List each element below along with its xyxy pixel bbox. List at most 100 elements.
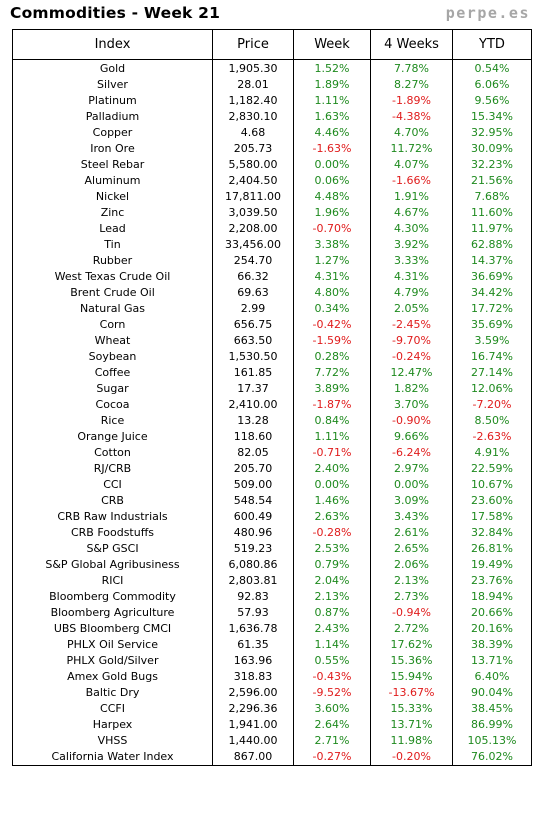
price-cell: 480.96 — [212, 525, 294, 541]
week-change-cell: 1.63% — [293, 109, 371, 125]
week-change-cell: 0.79% — [293, 557, 371, 573]
index-name-cell: Coffee — [12, 365, 213, 381]
4weeks-change-cell: 3.70% — [370, 397, 453, 413]
index-name-cell: Palladium — [12, 109, 213, 125]
table-row: Iron Ore 205.73 -1.63% 11.72% 30.09% — [12, 141, 532, 157]
price-cell: 2,404.50 — [212, 173, 294, 189]
price-cell: 163.96 — [212, 653, 294, 669]
table-row: Brent Crude Oil 69.63 4.80% 4.79% 34.42% — [12, 285, 532, 301]
ytd-change-cell: 15.34% — [452, 109, 532, 125]
index-name-cell: Cocoa — [12, 397, 213, 413]
4weeks-change-cell: 3.92% — [370, 237, 453, 253]
week-change-cell: 0.00% — [293, 477, 371, 493]
table-header: Index Price Week 4 Weeks YTD — [12, 29, 532, 60]
ytd-change-cell: 20.16% — [452, 621, 532, 637]
week-change-cell: 4.31% — [293, 269, 371, 285]
index-name-cell: Lead — [12, 221, 213, 237]
index-name-cell: Cotton — [12, 445, 213, 461]
week-change-cell: 2.40% — [293, 461, 371, 477]
week-change-cell: 0.06% — [293, 173, 371, 189]
price-cell: 1,440.00 — [212, 733, 294, 749]
table-row: California Water Index 867.00 -0.27% -0.20%… — [12, 749, 532, 766]
4weeks-change-cell: 11.98% — [370, 733, 453, 749]
ytd-change-cell: 26.81% — [452, 541, 532, 557]
column-header-ytd: YTD — [452, 29, 532, 60]
4weeks-change-cell: 0.00% — [370, 477, 453, 493]
week-change-cell: -0.27% — [293, 749, 371, 766]
index-name-cell: Platinum — [12, 93, 213, 109]
price-cell: 2,596.00 — [212, 685, 294, 701]
table-row: Steel Rebar 5,580.00 0.00% 4.07% 32.23% — [12, 157, 532, 173]
table-row: UBS Bloomberg CMCI 1,636.78 2.43% 2.72% 20.1… — [12, 621, 532, 637]
index-name-cell: Corn — [12, 317, 213, 333]
4weeks-change-cell: 2.06% — [370, 557, 453, 573]
week-change-cell: 2.13% — [293, 589, 371, 605]
ytd-change-cell: 38.39% — [452, 637, 532, 653]
week-change-cell: 3.89% — [293, 381, 371, 397]
4weeks-change-cell: -2.45% — [370, 317, 453, 333]
4weeks-change-cell: 3.33% — [370, 253, 453, 269]
table-row: Sugar 17.37 3.89% 1.82% 12.06% — [12, 381, 532, 397]
table-row: Corn 656.75 -0.42% -2.45% 35.69% — [12, 317, 532, 333]
price-cell: 3,039.50 — [212, 205, 294, 221]
ytd-change-cell: 32.95% — [452, 125, 532, 141]
4weeks-change-cell: -0.94% — [370, 605, 453, 621]
price-cell: 1,530.50 — [212, 349, 294, 365]
table-row: West Texas Crude Oil 66.32 4.31% 4.31% 36.69… — [12, 269, 532, 285]
ytd-change-cell: 23.76% — [452, 573, 532, 589]
4weeks-change-cell: -1.89% — [370, 93, 453, 109]
4weeks-change-cell: 3.09% — [370, 493, 453, 509]
index-name-cell: CRB Foodstuffs — [12, 525, 213, 541]
4weeks-change-cell: 2.97% — [370, 461, 453, 477]
week-change-cell: 2.53% — [293, 541, 371, 557]
week-change-cell: 0.28% — [293, 349, 371, 365]
price-cell: 519.23 — [212, 541, 294, 557]
index-name-cell: Rubber — [12, 253, 213, 269]
4weeks-change-cell: 15.36% — [370, 653, 453, 669]
price-cell: 548.54 — [212, 493, 294, 509]
price-cell: 17,811.00 — [212, 189, 294, 205]
table-row: Lead 2,208.00 -0.70% 4.30% 11.97% — [12, 221, 532, 237]
price-cell: 17.37 — [212, 381, 294, 397]
price-cell: 254.70 — [212, 253, 294, 269]
ytd-change-cell: 16.74% — [452, 349, 532, 365]
week-change-cell: 4.80% — [293, 285, 371, 301]
ytd-change-cell: 14.37% — [452, 253, 532, 269]
column-header-price: Price — [212, 29, 294, 60]
ytd-change-cell: 13.71% — [452, 653, 532, 669]
table-row: RJ/CRB 205.70 2.40% 2.97% 22.59% — [12, 461, 532, 477]
week-change-cell: 2.71% — [293, 733, 371, 749]
table-row: Rubber 254.70 1.27% 3.33% 14.37% — [12, 253, 532, 269]
ytd-change-cell: 35.69% — [452, 317, 532, 333]
page-title: Commodities - Week 21 — [10, 4, 221, 22]
index-name-cell: Bloomberg Agriculture — [12, 605, 213, 621]
table-row: Platinum 1,182.40 1.11% -1.89% 9.56% — [12, 93, 532, 109]
price-cell: 61.35 — [212, 637, 294, 653]
week-change-cell: -1.87% — [293, 397, 371, 413]
week-change-cell: -0.42% — [293, 317, 371, 333]
week-change-cell: 4.46% — [293, 125, 371, 141]
ytd-change-cell: 62.88% — [452, 237, 532, 253]
price-cell: 5,580.00 — [212, 157, 294, 173]
index-name-cell: CRB — [12, 493, 213, 509]
table-row: Wheat 663.50 -1.59% -9.70% 3.59% — [12, 333, 532, 349]
table-row: CCFI 2,296.36 3.60% 15.33% 38.45% — [12, 701, 532, 717]
table-row: CRB Foodstuffs 480.96 -0.28% 2.61% 32.84% — [12, 525, 532, 541]
index-name-cell: Copper — [12, 125, 213, 141]
table-row: S&P GSCI 519.23 2.53% 2.65% 26.81% — [12, 541, 532, 557]
index-name-cell: Nickel — [12, 189, 213, 205]
4weeks-change-cell: -0.90% — [370, 413, 453, 429]
price-cell: 1,636.78 — [212, 621, 294, 637]
4weeks-change-cell: 2.72% — [370, 621, 453, 637]
ytd-change-cell: 10.67% — [452, 477, 532, 493]
ytd-change-cell: -2.63% — [452, 429, 532, 445]
report-header: Commodities - Week 21 perpe.es — [0, 0, 544, 28]
table-row: Baltic Dry 2,596.00 -9.52% -13.67% 90.04% — [12, 685, 532, 701]
week-change-cell: 0.84% — [293, 413, 371, 429]
ytd-change-cell: 20.66% — [452, 605, 532, 621]
price-cell: 2,830.10 — [212, 109, 294, 125]
week-change-cell: 2.43% — [293, 621, 371, 637]
table-row: Tin 33,456.00 3.38% 3.92% 62.88% — [12, 237, 532, 253]
table-row: PHLX Oil Service 61.35 1.14% 17.62% 38.39% — [12, 637, 532, 653]
price-cell: 118.60 — [212, 429, 294, 445]
